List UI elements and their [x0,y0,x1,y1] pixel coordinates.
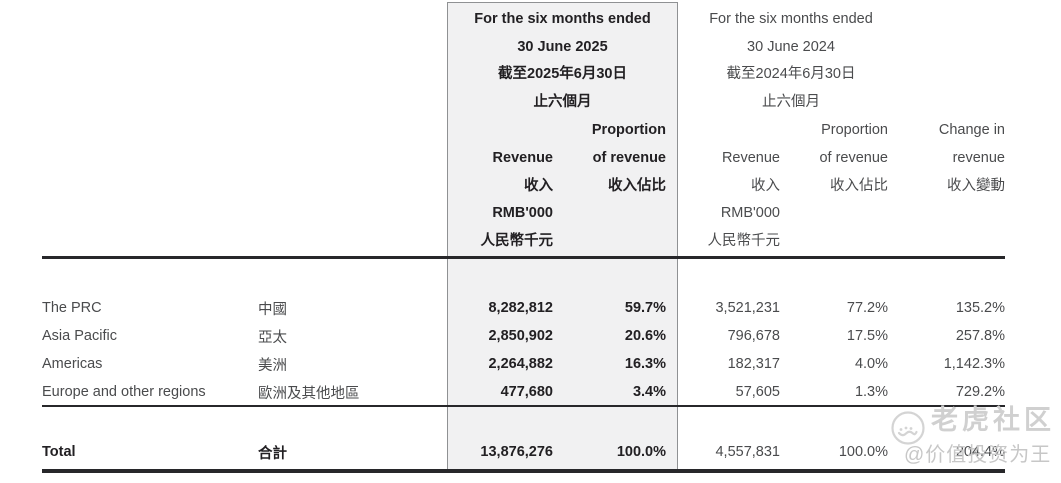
pre-total-rule [42,405,1005,407]
table-row-americas: Americas 美洲 2,264,882 16.3% 182,317 4.0%… [42,350,1005,378]
region-name-en: Europe and other regions [42,384,206,400]
revenue-change: 1,142.3% [943,356,1005,372]
revenue-2024: 3,521,231 [715,300,780,316]
col-2024-proportion-en1: Proportion [821,122,888,138]
revenue-2025: 2,264,882 [488,356,553,372]
proportion-2024: 17.5% [846,328,888,344]
proportion-2025: 59.7% [624,300,666,316]
col-2025-revenue-zh: 收入 [524,178,553,194]
revenue-2025: 2,850,902 [488,328,553,344]
col-2024-revenue-en: Revenue [721,150,780,166]
proportion-2024: 1.3% [854,384,888,400]
current-period-highlight-box [447,2,678,472]
proportion-2025: 16.3% [624,356,666,372]
period-2025-zh-line1: 截至2025年6月30日 [498,66,627,83]
period-2025-en-line2: 30 June 2025 [517,38,608,55]
revenue-change: 257.8% [955,328,1005,344]
proportion-2025: 20.6% [624,328,666,344]
region-name-zh: 歐洲及其他地區 [258,385,360,402]
region-name-en: Americas [42,356,103,372]
proportion-2024: 4.0% [854,356,888,372]
total-proportion-2025: 100.0% [616,444,666,460]
period-2025-zh-line2: 止六個月 [533,93,592,110]
revenue-change: 135.2% [955,300,1005,316]
period-2024-zh-line2: 止六個月 [762,93,820,110]
col-2025-revenue-en: Revenue [492,150,553,166]
col-2024-proportion-zh: 收入佔比 [830,178,888,194]
period-2024-en-line2: 30 June 2024 [747,38,835,55]
proportion-2024: 77.2% [846,300,888,316]
revenue-2025: 477,680 [500,384,553,400]
revenue-2025: 8,282,812 [488,300,553,316]
col-2024-proportion-en2: of revenue [819,150,888,166]
col-2025-unit-zh: 人民幣千元 [480,233,554,249]
region-name-en: Asia Pacific [42,328,117,344]
watermark-brand-text: 老虎社区 [931,405,1055,435]
table-row-europe-other: Europe and other regions 歐洲及其他地區 477,680… [42,378,1005,406]
total-label-zh: 合計 [258,445,287,462]
col-2025-proportion-en1: Proportion [591,122,666,138]
col-2025-proportion-zh: 收入佔比 [608,178,666,194]
total-revenue-2025: 13,876,276 [480,444,553,460]
table-row-asia-pacific: Asia Pacific 亞太 2,850,902 20.6% 796,678 … [42,322,1005,350]
revenue-change: 729.2% [955,384,1005,400]
col-2025-unit-en: RMB'000 [492,205,553,221]
revenue-2024: 57,605 [735,384,780,400]
total-revenue-change: 204.4% [955,444,1005,460]
revenue-2024: 796,678 [727,328,780,344]
table-row-prc: The PRC 中國 8,282,812 59.7% 3,521,231 77.… [42,294,1005,322]
header-divider-rule [42,256,1005,259]
revenue-2024: 182,317 [727,356,780,372]
col-2024-unit-en: RMB'000 [720,205,780,221]
period-2024-en-line1: For the six months ended [709,11,873,27]
col-2024-unit-zh: 人民幣千元 [707,233,781,249]
col-2024-change-zh: 收入變動 [947,178,1005,194]
region-name-zh: 亞太 [258,329,287,346]
period-header-2024: For the six months ended 30 June 2024 截至… [682,6,900,116]
col-2024-revenue-zh: 收入 [751,178,780,194]
col-2025-proportion-en2: of revenue [592,150,666,166]
col-2024-change-en1: Change in [938,122,1005,138]
col-2024-change-en2: revenue [952,150,1005,166]
region-name-zh: 美洲 [258,357,287,374]
table-row-total: Total 合計 13,876,276 100.0% 4,557,831 100… [42,438,1005,466]
period-2025-en-line1: For the six months ended [474,11,651,27]
total-label-en: Total [42,444,76,460]
total-revenue-2024: 4,557,831 [715,444,780,460]
region-name-en: The PRC [42,300,102,316]
period-header-2025: For the six months ended 30 June 2025 截至… [447,6,678,116]
total-proportion-2024: 100.0% [838,444,888,460]
region-name-zh: 中國 [258,301,287,318]
period-2024-zh-line1: 截至2024年6月30日 [726,66,856,83]
proportion-2025: 3.4% [632,384,666,400]
bottom-rule [42,469,1005,473]
